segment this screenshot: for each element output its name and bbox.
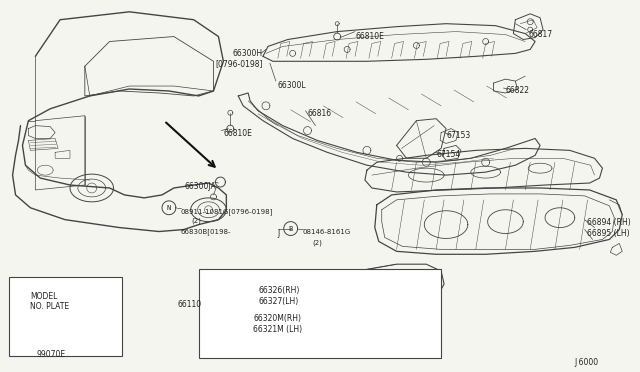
Text: 66894 (RH): 66894 (RH) (587, 218, 630, 227)
Text: 66810E: 66810E (223, 129, 252, 138)
Text: 66327(LH): 66327(LH) (258, 297, 298, 306)
Text: 66300H: 66300H (233, 49, 263, 58)
Text: (2): (2) (192, 218, 202, 224)
Bar (8, 277, 122, 356)
Text: 08146-8161G: 08146-8161G (303, 228, 351, 235)
Text: J: J (278, 228, 280, 238)
Text: 66321M (LH): 66321M (LH) (253, 324, 302, 334)
Bar (198, 269, 441, 358)
Text: 99070E: 99070E (36, 350, 65, 359)
Text: 08911-1081G[0796-0198]: 08911-1081G[0796-0198] (181, 208, 273, 215)
Text: [0796-0198]: [0796-0198] (216, 59, 263, 68)
Text: 66817: 66817 (528, 30, 552, 39)
Text: N: N (167, 205, 171, 211)
Text: 66895 (LH): 66895 (LH) (587, 228, 629, 238)
Text: 66816: 66816 (307, 109, 332, 118)
Text: 66320M(RH): 66320M(RH) (253, 314, 301, 323)
Text: 66110: 66110 (177, 300, 202, 309)
Text: (2): (2) (312, 240, 323, 246)
Text: MODEL: MODEL (30, 292, 58, 301)
Text: 67154: 67154 (436, 150, 460, 159)
Text: 66326(RH): 66326(RH) (258, 286, 300, 295)
Text: 66300JA: 66300JA (185, 182, 216, 191)
Text: 67153: 67153 (446, 131, 470, 140)
Text: NO. PLATE: NO. PLATE (30, 302, 70, 311)
Text: J 6000: J 6000 (575, 358, 599, 367)
Text: 66822: 66822 (506, 86, 529, 95)
Text: 66300L: 66300L (278, 81, 307, 90)
Text: B: B (289, 225, 293, 231)
Text: 66810E: 66810E (355, 32, 384, 41)
Text: 66830B[0198-: 66830B[0198- (181, 228, 231, 235)
